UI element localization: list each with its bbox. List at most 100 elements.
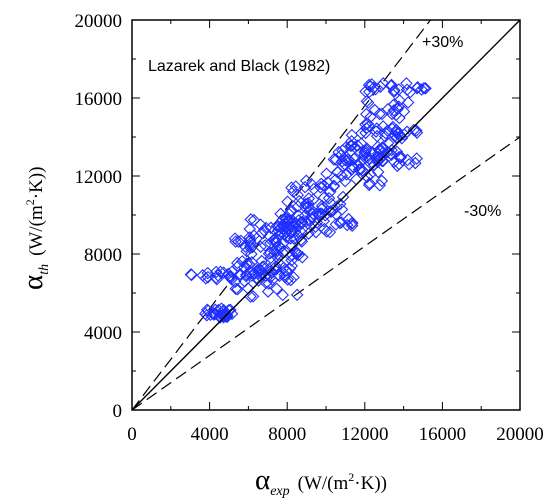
data-point (338, 158, 352, 172)
data-point (265, 265, 279, 279)
data-point (262, 262, 276, 276)
data-point (368, 103, 382, 117)
data-point (282, 213, 295, 227)
data-point (254, 264, 268, 277)
data-point (336, 190, 350, 204)
data-point (259, 221, 273, 235)
y-tick-label: 8000 (84, 245, 122, 266)
data-point (243, 222, 257, 236)
data-point (391, 159, 404, 173)
y-tick-label: 4000 (84, 323, 122, 344)
y-axis-label: αth (W/(m2·K)) (17, 167, 52, 290)
data-point (200, 308, 214, 322)
data-point (204, 308, 217, 322)
data-point (322, 192, 336, 205)
data-point (338, 153, 352, 167)
series-annotation: Lazarek and Black (1982) (148, 58, 330, 75)
data-point (287, 185, 300, 198)
data-point (407, 123, 421, 137)
data-point (365, 78, 378, 91)
data-point (272, 220, 285, 233)
data-point (384, 79, 398, 93)
data-point (376, 120, 390, 133)
data-point (281, 273, 295, 286)
data-point (341, 153, 355, 167)
data-point (225, 265, 239, 279)
data-point (290, 288, 304, 302)
y-axis-symbol: α (17, 275, 49, 290)
data-point (201, 266, 215, 280)
data-points (184, 77, 432, 324)
x-axis-units-suffix: ·K)) (354, 473, 387, 494)
data-point (402, 157, 416, 171)
data-point (266, 273, 279, 287)
data-point (390, 145, 404, 159)
data-point (417, 81, 431, 95)
data-point (288, 217, 302, 230)
data-point (299, 174, 313, 187)
data-point (387, 83, 401, 97)
data-point (374, 80, 387, 93)
data-point (324, 185, 337, 198)
data-point (291, 229, 305, 242)
data-point (376, 141, 389, 154)
data-point (301, 196, 315, 210)
data-point (385, 143, 398, 157)
data-point (400, 77, 413, 90)
data-point (345, 139, 359, 153)
data-point (291, 188, 305, 202)
data-point (248, 267, 262, 280)
data-point (276, 236, 290, 250)
data-point (209, 303, 222, 317)
data-point (339, 141, 352, 155)
data-point (245, 247, 258, 261)
x-tick-label: 4000 (191, 424, 229, 445)
data-point (246, 290, 260, 303)
data-point (244, 266, 258, 280)
data-point (264, 251, 278, 265)
x-axis-units-sup: 2 (348, 470, 354, 484)
data-point (292, 194, 306, 208)
data-point (213, 311, 227, 324)
data-point (338, 174, 352, 188)
data-point (386, 122, 399, 136)
data-point (315, 202, 329, 215)
data-point (288, 225, 302, 239)
data-point (211, 269, 225, 282)
data-point (326, 204, 340, 217)
data-point (196, 269, 209, 282)
x-tick-label: 16000 (419, 424, 467, 445)
data-point (225, 307, 239, 321)
data-point (299, 197, 313, 211)
data-point (207, 308, 220, 321)
data-point (247, 213, 261, 227)
parity-line (131, 19, 521, 411)
y-axis-subscript: th (37, 264, 52, 275)
data-point (323, 225, 337, 239)
x-axis-symbol: α (255, 464, 270, 496)
data-point (255, 226, 269, 240)
data-point (270, 282, 283, 296)
data-point (276, 288, 290, 302)
data-point (229, 282, 243, 296)
data-point (401, 96, 415, 109)
data-point (329, 153, 343, 166)
data-point (329, 173, 342, 186)
data-point (302, 227, 315, 240)
data-point (295, 235, 309, 248)
data-point (389, 125, 403, 139)
data-point (292, 248, 305, 262)
data-point (362, 178, 376, 192)
data-point (320, 167, 333, 181)
data-point (387, 104, 401, 117)
data-point (370, 122, 384, 135)
data-point (373, 179, 387, 192)
data-point (292, 219, 306, 233)
data-point (345, 217, 359, 231)
data-point (395, 131, 409, 145)
data-point (231, 282, 244, 296)
x-tick-label: 0 (127, 424, 137, 445)
data-point (394, 150, 408, 164)
x-tick-label: 20000 (496, 424, 544, 445)
